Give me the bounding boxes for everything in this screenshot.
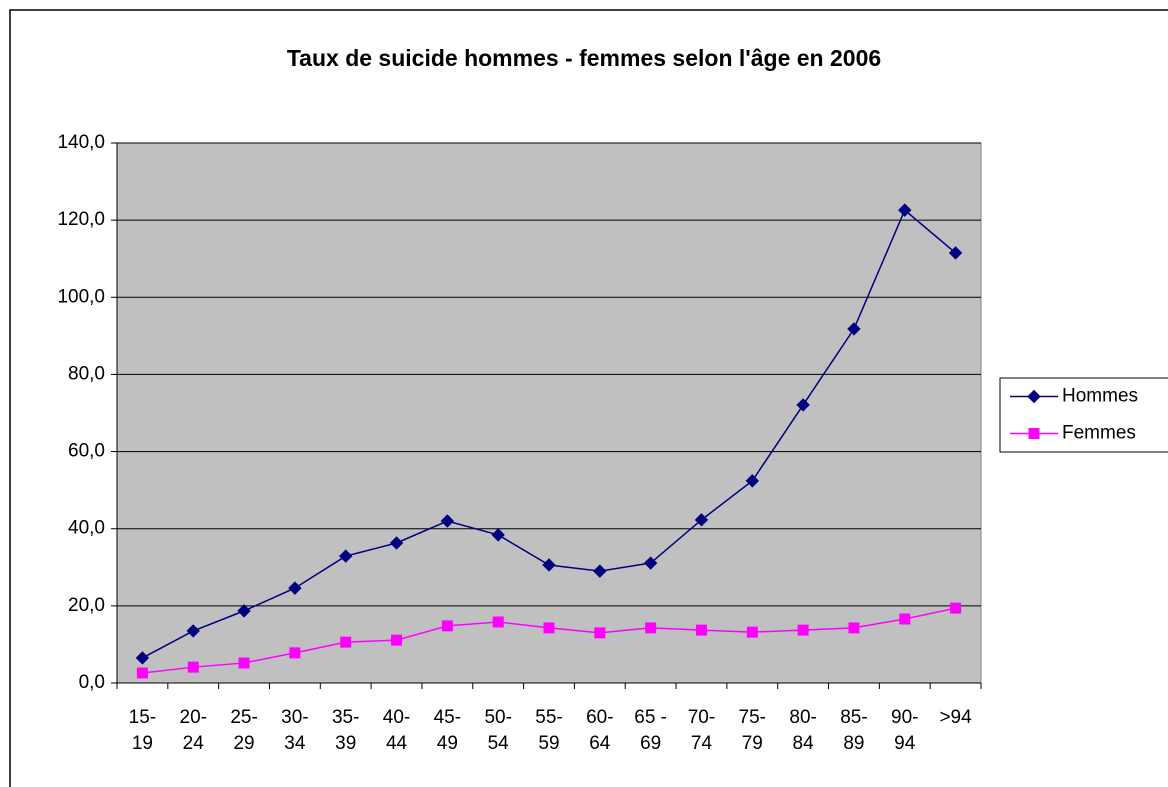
y-tick-label: 20,0	[68, 595, 105, 616]
data-point	[898, 203, 912, 217]
x-tick-label: >94	[939, 707, 972, 728]
data-point	[289, 647, 301, 659]
y-tick-label: 40,0	[68, 518, 105, 539]
data-point	[391, 634, 403, 646]
data-point	[187, 661, 199, 673]
data-point	[746, 626, 758, 638]
data-point	[948, 246, 963, 260]
data-point	[186, 624, 200, 638]
data-point	[745, 474, 760, 488]
data-point	[899, 613, 911, 625]
data-point	[847, 322, 861, 336]
data-point	[695, 624, 707, 636]
x-tick-label: 80- 84	[789, 707, 817, 754]
data-point	[237, 604, 251, 618]
x-tick-label: 30- 34	[281, 707, 309, 754]
x-tick-label: 45- 49	[433, 707, 462, 754]
data-point	[136, 667, 148, 679]
legend-label: Femmes	[1062, 423, 1136, 444]
data-point	[694, 513, 709, 527]
data-point	[796, 398, 810, 412]
data-point	[135, 651, 150, 665]
y-tick-label: 0,0	[79, 672, 105, 693]
y-tick-label: 120,0	[57, 209, 105, 230]
data-point	[440, 514, 455, 528]
data-point	[441, 620, 453, 632]
y-tick-label: 140,0	[57, 132, 105, 153]
data-point	[340, 636, 352, 648]
data-point	[491, 528, 505, 542]
x-tick-label: 20- 24	[179, 707, 207, 754]
x-tick-label: 50- 54	[484, 707, 512, 754]
x-tick-label: 75- 79	[738, 707, 767, 754]
y-tick-label: 80,0	[68, 363, 105, 384]
y-tick-label: 60,0	[68, 441, 105, 462]
data-point	[643, 556, 658, 570]
data-point	[593, 564, 607, 578]
data-point	[645, 622, 657, 634]
x-tick-label: 40- 44	[382, 707, 411, 754]
x-tick-label: 90- 94	[891, 707, 919, 754]
x-tick-label: 65 - 69	[634, 707, 668, 754]
legend-box	[999, 377, 1168, 453]
data-point	[797, 624, 809, 636]
x-tick-label: 70- 74	[687, 707, 716, 754]
x-tick-label: 55- 59	[535, 707, 563, 754]
x-tick-label: 85- 89	[840, 707, 868, 754]
x-tick-label: 35- 39	[331, 707, 360, 754]
data-point	[848, 622, 860, 634]
data-point	[950, 602, 962, 614]
plot-area	[116, 142, 982, 684]
x-tick-label: 60- 64	[586, 707, 614, 754]
x-tick-label: 15- 19	[128, 707, 157, 754]
data-point	[238, 657, 250, 669]
data-point	[594, 627, 606, 639]
chart-title: Taux de suicide hommes - femmes selon l'…	[287, 45, 881, 71]
legend-label: Hommes	[1062, 386, 1138, 407]
x-tick-label: 25- 29	[230, 707, 258, 754]
y-tick-label: 100,0	[57, 286, 105, 307]
legend-marker	[1027, 389, 1041, 404]
data-point	[288, 581, 302, 595]
data-point	[389, 536, 404, 550]
data-point	[492, 616, 504, 628]
data-point	[543, 622, 555, 634]
data-point	[338, 549, 353, 563]
legend-marker	[1028, 428, 1040, 439]
data-point	[542, 558, 556, 572]
